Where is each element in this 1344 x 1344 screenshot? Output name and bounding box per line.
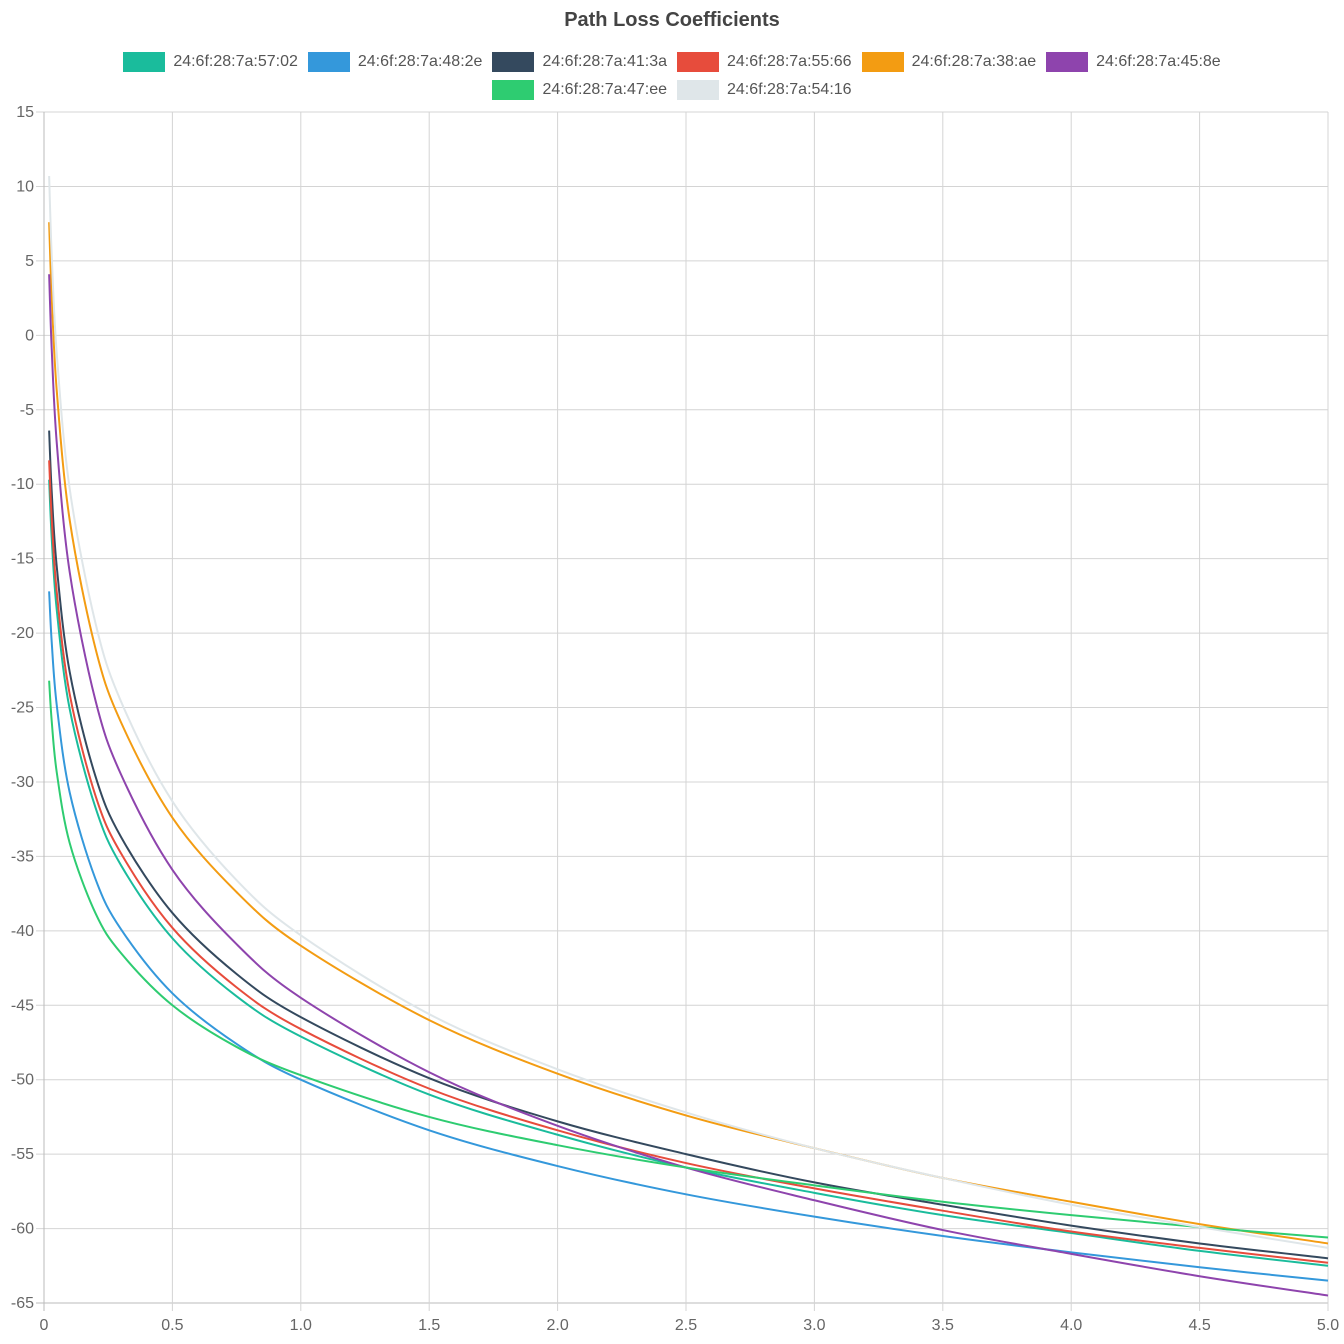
x-tick-label: 4.0 xyxy=(1060,1317,1082,1334)
legend-item[interactable]: 24:6f:28:7a:55:66 xyxy=(677,52,852,72)
y-tick-label: -50 xyxy=(11,1072,34,1089)
x-tick-label: 0.5 xyxy=(161,1317,183,1334)
legend-label: 24:6f:28:7a:54:16 xyxy=(727,81,852,98)
y-tick-label: -40 xyxy=(11,923,34,940)
y-tick-label: -5 xyxy=(20,402,34,419)
y-tick-label: -25 xyxy=(11,700,34,717)
y-tick-label: -45 xyxy=(11,997,34,1014)
y-tick-label: -60 xyxy=(11,1221,34,1238)
y-tick-label: -35 xyxy=(11,848,34,865)
x-tick-label: 0 xyxy=(40,1317,49,1334)
y-tick-label: -20 xyxy=(11,625,34,642)
legend-item[interactable]: 24:6f:28:7a:45:8e xyxy=(1046,52,1221,72)
x-tick-label: 4.5 xyxy=(1188,1317,1210,1334)
legend-swatch xyxy=(677,80,719,100)
y-tick-label: -65 xyxy=(11,1295,34,1312)
legend-label: 24:6f:28:7a:57:02 xyxy=(173,53,298,70)
x-tick-label: 2.0 xyxy=(546,1317,568,1334)
series-line xyxy=(48,274,1329,1297)
legend-swatch xyxy=(492,52,535,72)
legend-swatch xyxy=(307,52,350,72)
legend-item[interactable]: 24:6f:28:7a:54:16 xyxy=(677,80,852,100)
legend-item[interactable]: 24:6f:28:7a:41:3a xyxy=(492,52,667,72)
x-tick-label: 1.0 xyxy=(290,1317,312,1334)
legend-swatch xyxy=(861,52,904,72)
series-line xyxy=(48,680,1329,1239)
legend-swatch xyxy=(492,80,535,100)
legend-label: 24:6f:28:7a:47:ee xyxy=(542,81,667,98)
legend-label: 24:6f:28:7a:45:8e xyxy=(1096,53,1221,70)
legend-label: 24:6f:28:7a:41:3a xyxy=(542,53,667,70)
series-line xyxy=(48,175,1329,1249)
series-line xyxy=(48,460,1329,1264)
legend-label: 24:6f:28:7a:55:66 xyxy=(727,53,852,70)
legend-item[interactable]: 24:6f:28:7a:57:02 xyxy=(123,52,298,72)
x-tick-label: 2.5 xyxy=(675,1317,697,1334)
x-tick-label: 3.5 xyxy=(932,1317,954,1334)
x-tick-label: 1.5 xyxy=(418,1317,440,1334)
series-line xyxy=(48,222,1329,1245)
y-tick-label: -30 xyxy=(11,774,34,791)
y-tick-label: 15 xyxy=(16,104,34,121)
legend-label: 24:6f:28:7a:48:2e xyxy=(357,53,483,70)
series-line xyxy=(48,591,1329,1282)
y-tick-label: 5 xyxy=(25,253,34,270)
y-tick-label: -15 xyxy=(11,551,34,568)
legend-item[interactable]: 24:6f:28:7a:38:ae xyxy=(861,52,1037,72)
legend-swatch xyxy=(1046,52,1089,72)
legend-item[interactable]: 24:6f:28:7a:48:2e xyxy=(307,52,483,72)
x-tick-label: 3.0 xyxy=(803,1317,825,1334)
y-tick-label: -55 xyxy=(11,1146,34,1163)
legend-item[interactable]: 24:6f:28:7a:47:ee xyxy=(492,80,667,100)
y-tick-label: 10 xyxy=(16,178,34,195)
legend-label: 24:6f:28:7a:38:ae xyxy=(911,53,1037,70)
y-tick-label: -10 xyxy=(11,476,34,493)
legend-swatch xyxy=(123,52,166,72)
series-line xyxy=(48,479,1329,1267)
chart-title: Path Loss Coefficients xyxy=(564,9,780,31)
x-tick-label: 5.0 xyxy=(1317,1317,1339,1334)
series-line xyxy=(48,430,1329,1260)
y-tick-label: 0 xyxy=(25,327,34,344)
legend: 24:6f:28:7a:57:02 24:6f:28:7a:48:2e 24:6f:… xyxy=(72,52,1272,100)
legend-swatch xyxy=(677,52,719,72)
